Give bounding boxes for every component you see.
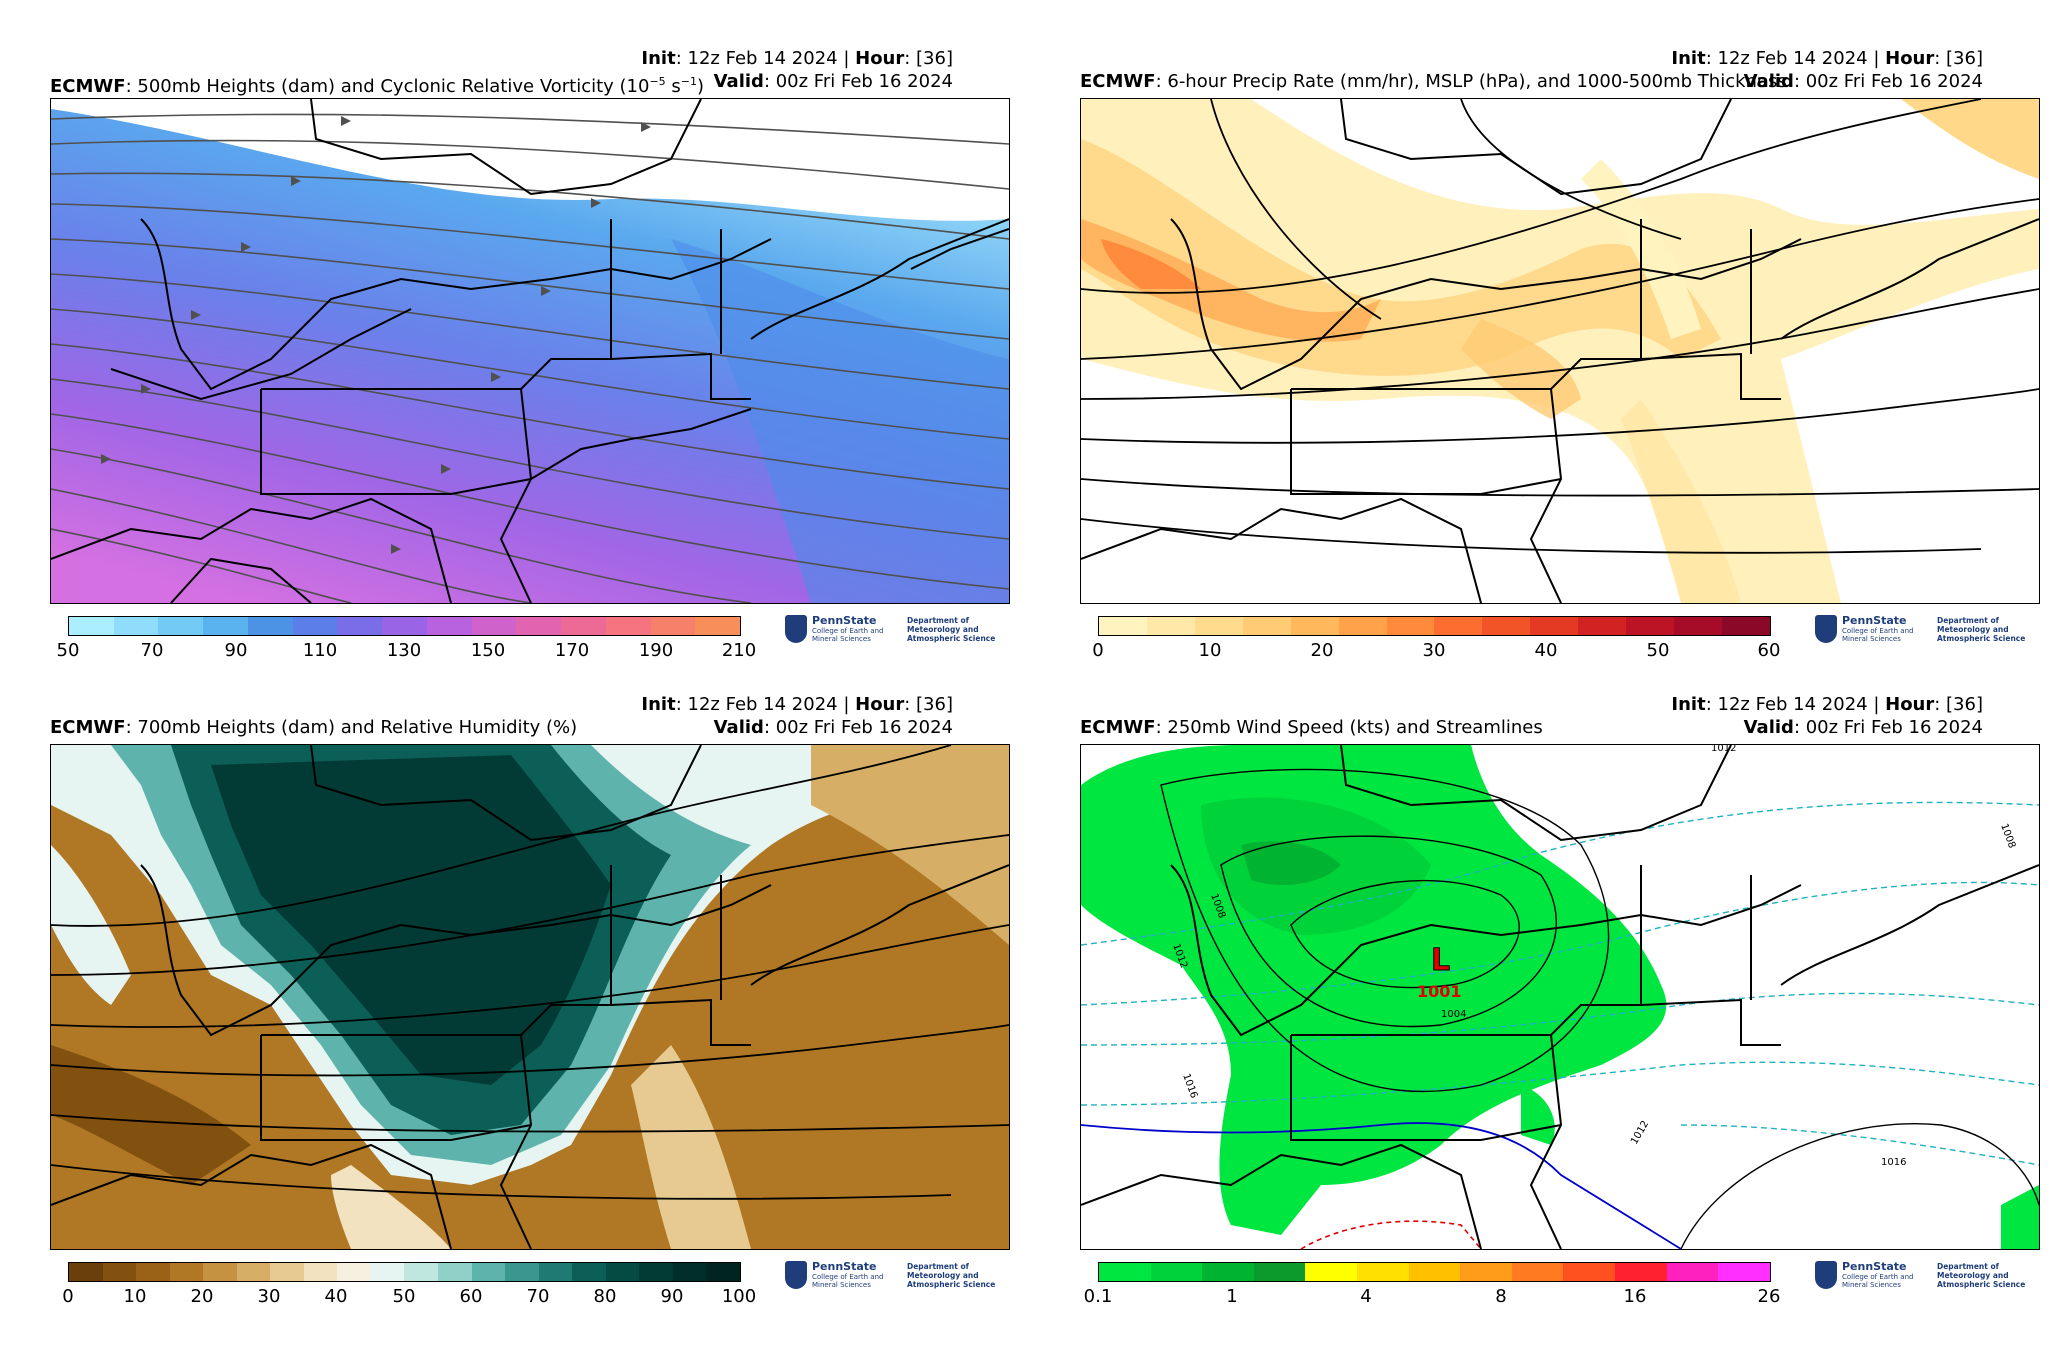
- pennstate-logo: PennState College of Earth and Mineral S…: [1815, 1260, 2035, 1295]
- pennstate-logo: PennState College of Earth and Mineral S…: [785, 614, 1005, 649]
- init-line: Init: 12z Feb 14 2024 | Hour: [36]: [641, 694, 953, 715]
- isobar-label: 1016: [1180, 1072, 1199, 1100]
- colorbar-tick: 40: [324, 1286, 348, 1307]
- isobar-label: 1004: [1441, 1009, 1466, 1020]
- isobars-dashed: [1081, 801, 2039, 1166]
- map-250mb: 1012 1008 1012 1016 1004 1012 1016 1008 …: [1080, 744, 2040, 1250]
- colorbar-tick: 80: [593, 1286, 617, 1307]
- panel-title: ECMWF: 500mb Heights (dam) and Cyclonic …: [50, 75, 705, 97]
- colorbar-tick: 1: [1226, 1286, 1238, 1307]
- colorbar-vorticity: [68, 616, 741, 636]
- colorbar-tick: 0.1: [1083, 1286, 1113, 1307]
- pennstate-logo: PennState College of Earth and Mineral S…: [1815, 614, 2035, 649]
- shield-icon: [1815, 1261, 1837, 1289]
- colorbar-tick: 70: [140, 640, 164, 661]
- shield-icon: [785, 1261, 807, 1289]
- front-red: [1300, 1220, 1482, 1249]
- panel-title: ECMWF: 6-hour Precip Rate (mm/hr), MSLP …: [1080, 71, 1787, 92]
- vorticity-field: [51, 109, 1009, 603]
- low-pressure-value: 1001: [1417, 982, 1462, 1001]
- colorbar-tick: 210: [721, 640, 757, 661]
- valid-line: Valid: 00z Fri Feb 16 2024: [1743, 717, 1983, 738]
- front-blue: [1081, 1122, 1682, 1249]
- colorbar-tick: 40: [1534, 640, 1558, 661]
- init-line: Init: 12z Feb 14 2024 | Hour: [36]: [1671, 48, 1983, 69]
- colorbar-tick: 50: [392, 1286, 416, 1307]
- colorbar-tick: 190: [638, 640, 674, 661]
- colorbar-tick: 20: [190, 1286, 214, 1307]
- low-pressure-marker: L: [1431, 943, 1450, 978]
- panel-title: ECMWF: 700mb Heights (dam) and Relative …: [50, 717, 578, 738]
- isobars-solid: [1160, 768, 2039, 1249]
- panel-title: ECMWF: 250mb Wind Speed (kts) and Stream…: [1080, 717, 1543, 738]
- isobars-thickness: [1081, 99, 2039, 554]
- colorbar-tick: 0: [62, 1286, 74, 1307]
- pennstate-logo: PennState College of Earth and Mineral S…: [785, 1260, 1005, 1295]
- colorbar-tick: 16: [1623, 1286, 1647, 1307]
- init-line: Init: 12z Feb 14 2024 | Hour: [36]: [1671, 694, 1983, 715]
- isobar-label: 1012: [1711, 745, 1736, 754]
- colorbar-tick: 50: [56, 640, 80, 661]
- colorbar-precip: [1098, 616, 1771, 636]
- valid-line: Valid: 00z Fri Feb 16 2024: [713, 717, 953, 738]
- colorbar-tick: 8: [1495, 1286, 1507, 1307]
- colorbar-tick: 60: [459, 1286, 483, 1307]
- colorbar-tick: 90: [660, 1286, 684, 1307]
- geographic-boundaries: [1081, 99, 2039, 603]
- colorbar-tick: 0: [1092, 640, 1104, 661]
- geographic-boundaries: [51, 99, 1009, 603]
- colorbar-tick: 20: [1310, 640, 1334, 661]
- map-500mb: [50, 98, 1010, 604]
- colorbar-wind: [1098, 1262, 1771, 1282]
- streamlines: [51, 113, 1009, 603]
- geographic-boundaries: [51, 745, 1009, 1249]
- streamline-arrows: [101, 116, 651, 554]
- colorbar-tick: 10: [1198, 640, 1222, 661]
- colorbar-rh: [68, 1262, 741, 1282]
- colorbar-tick: 50: [1646, 640, 1670, 661]
- colorbar-tick: 100: [721, 1286, 757, 1307]
- isobar-label: 1008: [1998, 822, 2017, 850]
- colorbar-tick: 26: [1757, 1286, 1781, 1307]
- isobar-label: 1012: [1629, 1119, 1651, 1147]
- colorbar-tick: 60: [1757, 640, 1781, 661]
- height-contours: [51, 745, 1009, 1200]
- colorbar-tick: 70: [526, 1286, 550, 1307]
- panel-500mb-vorticity: Init: 12z Feb 14 2024 | Hour: [36] ECMWF…: [0, 0, 1010, 661]
- shield-icon: [785, 615, 807, 643]
- panel-700mb-rh: Init: 12z Feb 14 2024 | Hour: [36] ECMWF…: [0, 646, 1010, 1307]
- valid-line: Valid: 00z Fri Feb 16 2024: [713, 71, 953, 92]
- init-line: Init: 12z Feb 14 2024 | Hour: [36]: [641, 48, 953, 69]
- colorbar-tick: 150: [470, 640, 506, 661]
- map-precip: [1080, 98, 2040, 604]
- colorbar-tick: 130: [386, 640, 422, 661]
- colorbar-tick: 90: [224, 640, 248, 661]
- map-250mb-graphic: 1012 1008 1012 1016 1004 1012 1016 1008 …: [1081, 745, 2039, 1249]
- shield-icon: [1815, 615, 1837, 643]
- isobar-label: 1016: [1881, 1157, 1906, 1168]
- panel-precip-mslp: Init: 12z Feb 14 2024 | Hour: [36] ECMWF…: [1030, 0, 2040, 661]
- valid-line: Valid: 00z Fri Feb 16 2024: [1743, 71, 1983, 92]
- map-700mb-graphic: [51, 745, 1009, 1249]
- geographic-boundaries: [1081, 745, 2039, 1249]
- colorbar-tick: 30: [1422, 640, 1446, 661]
- colorbar-tick: 110: [302, 640, 338, 661]
- colorbar-tick: 30: [257, 1286, 281, 1307]
- precip-field: [1081, 99, 2039, 603]
- colorbar-tick: 4: [1360, 1286, 1372, 1307]
- colorbar-tick: 170: [554, 640, 590, 661]
- panel-250mb-wind: Init: 12z Feb 14 2024 | Hour: [36] ECMWF…: [1030, 646, 2040, 1307]
- colorbar-tick: 10: [123, 1286, 147, 1307]
- map-500mb-graphic: [51, 99, 1009, 603]
- map-700mb: [50, 744, 1010, 1250]
- map-precip-graphic: [1081, 99, 2039, 603]
